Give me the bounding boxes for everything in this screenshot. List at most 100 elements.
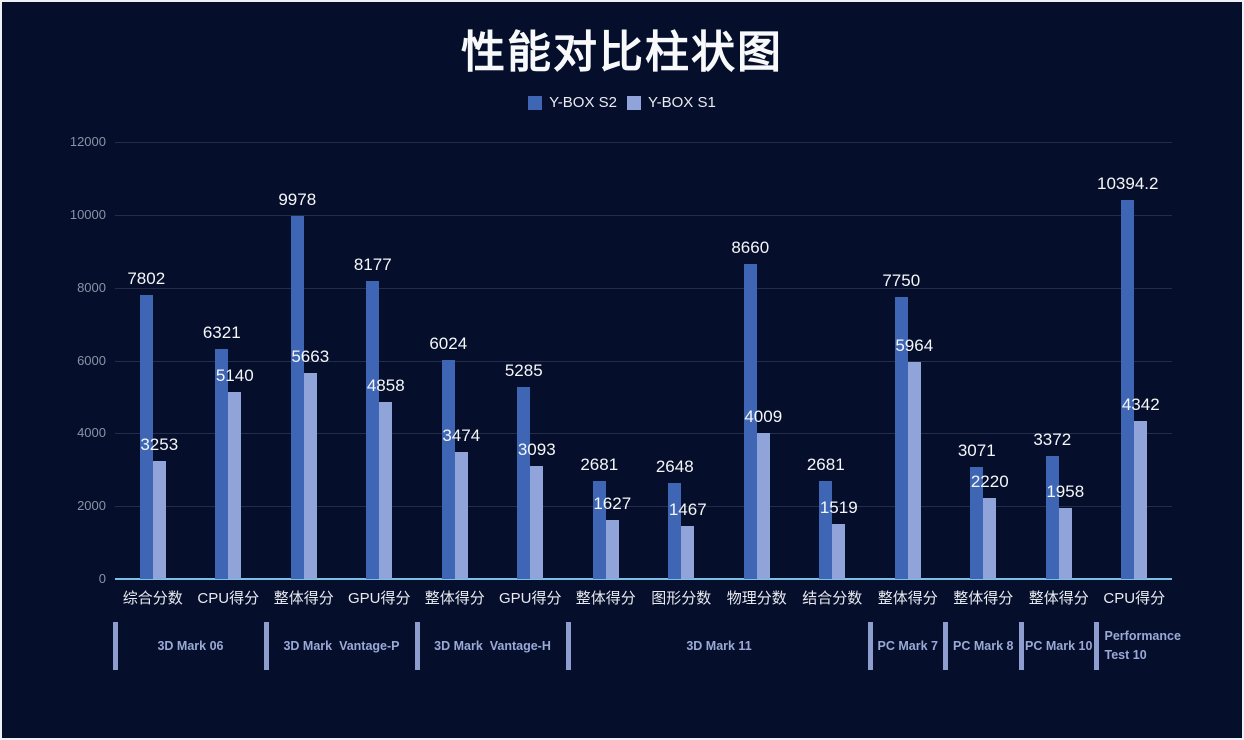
x-axis-category-label: CPU得分 [1103, 590, 1166, 607]
value-label-s1: 2220 [970, 472, 1009, 491]
group-label: Performance Test 10 [1104, 629, 1185, 662]
y-axis-tick-label: 12000 [69, 134, 106, 149]
y-axis-tick-label: 0 [98, 571, 106, 586]
bar-s1 [983, 498, 997, 579]
x-axis-category-label: 整体得分 [575, 590, 636, 607]
x-axis-category-label: 整体得分 [877, 590, 938, 607]
bar-s2 [215, 349, 229, 579]
y-axis-tick-label: 2000 [77, 498, 106, 514]
legend-item-ybox-s1[interactable]: Y-BOX S1 [627, 94, 716, 111]
value-label-s2: 6024 [429, 334, 468, 353]
y-axis-tick-label: 4000 [77, 425, 106, 441]
bar-s2 [290, 216, 304, 579]
y-axis-tick-label: 6000 [77, 352, 106, 368]
group-label: 3D Mark Vantage-H [434, 638, 551, 653]
bar-s2 [441, 360, 455, 579]
value-label-s1: 5663 [291, 347, 330, 366]
bar-s1 [681, 526, 695, 579]
value-label-s2: 9978 [278, 190, 317, 209]
bar-s1 [454, 452, 468, 579]
legend-label-ybox-s2: Y-BOX S2 [549, 94, 617, 111]
gridline [115, 506, 1172, 508]
value-label-s2: 2648 [655, 457, 694, 476]
value-label-s1: 1519 [819, 498, 858, 517]
value-label-s1: 1467 [668, 500, 707, 519]
group-label: 3D Mark 06 [157, 638, 224, 653]
group-separator [1018, 622, 1024, 670]
legend-item-ybox-s2[interactable]: Y-BOX S2 [528, 94, 617, 111]
group-separator [1094, 622, 1099, 670]
x-axis-category-label: 整体得分 [1028, 590, 1089, 607]
group-label: PC Mark 10 [1025, 638, 1093, 653]
chart-legend: Y-BOX S2 Y-BOX S1 [2, 94, 1242, 111]
y-axis-tick-label: 10000 [69, 206, 106, 222]
value-label-s1: 3093 [517, 440, 556, 459]
x-axis-line [115, 578, 1172, 580]
bar-s2 [743, 264, 757, 579]
bar-s1 [152, 461, 166, 579]
value-label-s1: 5140 [215, 366, 254, 385]
value-label-s2: 8660 [731, 238, 770, 257]
bar-s1 [1058, 508, 1072, 579]
value-label-s1: 3474 [442, 426, 481, 445]
bar-s1 [379, 402, 393, 579]
bar-s2 [139, 295, 153, 579]
value-label-s1: 4342 [1121, 395, 1160, 414]
x-axis-category-label: CPU得分 [197, 590, 260, 607]
legend-swatch-s1-icon [627, 95, 641, 110]
group-label: 3D Mark Vantage-P [283, 638, 400, 653]
group-separator [867, 622, 873, 670]
legend-label-ybox-s1: Y-BOX S1 [648, 94, 716, 111]
value-label-s1: 4009 [744, 407, 783, 426]
value-label-s2: 5285 [504, 361, 543, 380]
gridline [115, 360, 1172, 362]
value-label-s2: 7802 [127, 269, 166, 288]
value-label-s2: 2681 [806, 455, 845, 474]
x-axis-category-label: 整体得分 [273, 590, 334, 607]
value-label-s1: 1627 [593, 494, 632, 513]
value-label-s2: 8177 [353, 255, 392, 274]
gridline [115, 433, 1172, 435]
bar-s1 [832, 524, 846, 579]
bar-s2 [592, 481, 606, 579]
y-axis-tick-label: 8000 [77, 279, 106, 295]
bar-s1 [228, 392, 242, 579]
value-label-s1: 3253 [140, 435, 179, 454]
gridline [115, 287, 1172, 289]
group-separator [112, 622, 118, 670]
group-label: PC Mark 7 [877, 638, 938, 653]
value-label-s1: 4858 [366, 376, 405, 395]
bar-s1 [1134, 421, 1148, 579]
bar-s2 [819, 481, 833, 579]
group-separator [565, 622, 571, 670]
gridline [115, 142, 1172, 143]
value-label-s1: 1958 [1046, 482, 1085, 501]
value-label-s2: 7750 [882, 271, 921, 290]
value-label-s2: 10394.2 [1097, 174, 1159, 193]
x-axis-category-label: 综合分数 [122, 590, 183, 607]
value-label-s2: 3372 [1033, 430, 1072, 449]
bar-s1 [756, 433, 770, 579]
bar-s2 [366, 281, 380, 579]
x-axis-category-label: 物理分数 [726, 590, 787, 607]
chart-title: 性能对比柱状图 [461, 28, 783, 77]
bar-s1 [530, 466, 544, 579]
bar-s1 [605, 520, 619, 579]
x-axis-category-label: GPU得分 [498, 590, 562, 607]
plot-area: 7802 3253 6321 5140 9978 5663 8177 4858 6024 3474… [115, 142, 1172, 580]
value-label-s2: 3071 [957, 441, 996, 460]
group-separator [943, 622, 948, 670]
group-separator [414, 622, 420, 670]
bar-s2 [517, 387, 531, 579]
bar-s2 [1045, 456, 1059, 579]
bar-s2 [668, 483, 682, 579]
x-axis-category-label: 结合分数 [802, 590, 863, 607]
bar-s2 [970, 467, 984, 579]
value-label-s2: 2681 [580, 455, 619, 474]
x-axis-category-label: 图形分数 [651, 590, 712, 607]
bar-s1 [303, 373, 317, 579]
gridline [115, 214, 1172, 216]
x-axis-category-label: 整体得分 [953, 590, 1014, 607]
bar-s2 [894, 297, 908, 579]
